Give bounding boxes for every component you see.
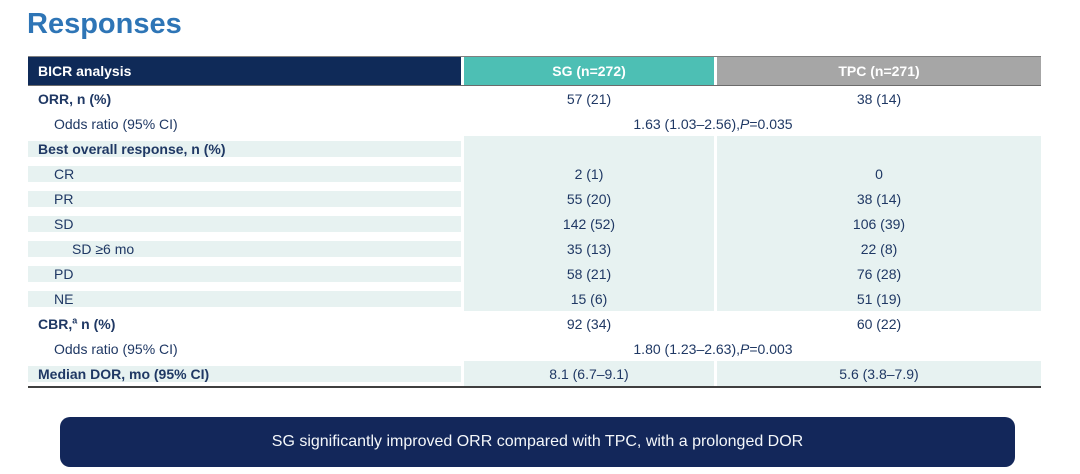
table-row: Median DOR, mo (95% CI) 8.1 (6.7–9.1) 5.6 … xyxy=(28,361,1041,386)
page-title: Responses xyxy=(27,8,182,40)
table-row: PR 55 (20) 38 (14) xyxy=(28,186,1041,211)
tpc-value-cell: 0 xyxy=(714,161,1041,186)
tpc-value-cell: 51 (19) xyxy=(714,286,1041,311)
tpc-value-cell: 106 (39) xyxy=(714,211,1041,236)
tpc-value-cell: 5.6 (3.8–7.9) xyxy=(714,361,1041,386)
row-label: SD xyxy=(28,215,461,232)
table-row: SD 142 (52) 106 (39) xyxy=(28,211,1041,236)
sg-value-cell: 35 (13) xyxy=(461,236,714,261)
responses-table: BICR analysis SG (n=272) TPC (n=271) ORR… xyxy=(28,56,1041,388)
sg-value-cell: 55 (20) xyxy=(461,186,714,211)
table-row: CBR,a n (%) 92 (34) 60 (22) xyxy=(28,311,1041,336)
header-tpc-column: TPC (n=271) xyxy=(714,57,1041,85)
conclusion-callout: SG significantly improved ORR compared w… xyxy=(60,417,1015,467)
tpc-value-cell: 60 (22) xyxy=(714,311,1041,336)
sg-value-cell: 57 (21) xyxy=(461,86,714,111)
conclusion-text: SG significantly improved ORR compared w… xyxy=(271,433,804,450)
table-body: ORR, n (%) 57 (21) 38 (14) Odds ratio (95% … xyxy=(28,86,1041,386)
row-label: CBR,a n (%) xyxy=(38,314,116,332)
table-row: ORR, n (%) 57 (21) 38 (14) xyxy=(28,86,1041,111)
row-label: NE xyxy=(28,290,461,307)
sg-value-cell: 92 (34) xyxy=(461,311,714,336)
sg-value-cell: 58 (21) xyxy=(461,261,714,286)
row-label: Best overall response, n (%) xyxy=(28,140,461,157)
table-row: Best overall response, n (%) xyxy=(28,136,1041,161)
table-row: Odds ratio (95% CI) 1.80 (1.23–2.63), P =0… xyxy=(28,336,1041,361)
row-label: Median DOR, mo (95% CI) xyxy=(28,365,461,382)
table-row: Odds ratio (95% CI) 1.63 (1.03–2.56), P =0… xyxy=(28,111,1041,136)
table-row: PD 58 (21) 76 (28) xyxy=(28,261,1041,286)
tpc-value-cell: 76 (28) xyxy=(714,261,1041,286)
tpc-value-cell: 38 (14) xyxy=(714,86,1041,111)
row-label: Odds ratio (95% CI) xyxy=(54,340,178,357)
row-label: ORR, n (%) xyxy=(38,90,112,107)
tpc-value-cell: 22 (8) xyxy=(714,236,1041,261)
p-value-label: P xyxy=(740,115,750,132)
row-label: SD ≥6 mo xyxy=(28,240,461,257)
odds-ratio-value: 1.63 (1.03–2.56), P =0.035 xyxy=(633,115,793,132)
row-label: PR xyxy=(28,190,461,207)
header-sg-column: SG (n=272) xyxy=(461,57,714,85)
tpc-value-cell: 38 (14) xyxy=(714,186,1041,211)
table-header-row: BICR analysis SG (n=272) TPC (n=271) xyxy=(28,57,1041,86)
sg-value-cell: 8.1 (6.7–9.1) xyxy=(461,361,714,386)
sg-value-cell: 15 (6) xyxy=(461,286,714,311)
row-label: CR xyxy=(28,165,461,182)
p-value-label: P xyxy=(740,340,750,357)
sg-value-cell: 142 (52) xyxy=(461,211,714,236)
footnote-marker: a xyxy=(72,314,78,325)
row-label: Odds ratio (95% CI) xyxy=(54,115,178,132)
table-row: SD ≥6 mo 35 (13) 22 (8) xyxy=(28,236,1041,261)
odds-ratio-value: 1.80 (1.23–2.63), P =0.003 xyxy=(633,340,793,357)
table-row: NE 15 (6) 51 (19) xyxy=(28,286,1041,311)
row-label: PD xyxy=(28,265,461,282)
header-bicr-analysis: BICR analysis xyxy=(28,57,461,85)
sg-value-cell: 2 (1) xyxy=(461,161,714,186)
table-row: CR 2 (1) 0 xyxy=(28,161,1041,186)
tpc-value-cell xyxy=(714,136,1041,161)
sg-value-cell xyxy=(461,136,714,161)
